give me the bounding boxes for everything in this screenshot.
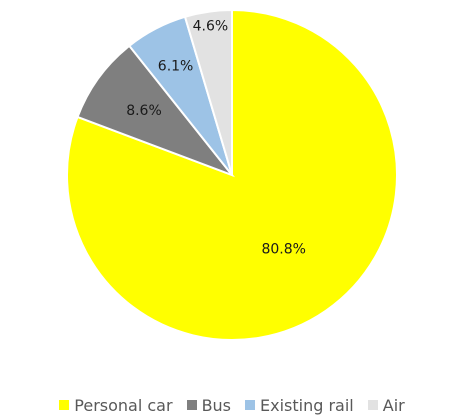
- legend-label-air: Air: [382, 395, 405, 415]
- data-label-existing-rail: 6.1%: [158, 59, 194, 75]
- data-label-personal-car: 80.8%: [261, 242, 305, 258]
- legend-label-bus: Bus: [201, 395, 232, 415]
- legend-swatch-existing-rail: [245, 400, 256, 410]
- data-label-bus: 8.6%: [126, 103, 162, 119]
- legend-item-personal-car: Personal car: [59, 395, 173, 415]
- legend-label-personal-car: Personal car: [74, 395, 173, 415]
- slice-labels: 80.8% 8.6% 6.1% 4.6%: [126, 18, 306, 257]
- legend-label-existing-rail: Existing rail: [260, 395, 354, 415]
- legend-swatch-personal-car: [59, 400, 70, 410]
- pie-slices: [66, 8, 398, 341]
- legend: Personal car Bus Existing rail Air: [0, 394, 464, 416]
- pie-slice-air: [183, 8, 233, 176]
- legend-item-bus: Bus: [186, 395, 232, 415]
- legend-swatch-bus: [186, 400, 197, 410]
- legend-item-air: Air: [367, 395, 405, 415]
- legend-item-existing-rail: Existing rail: [245, 396, 354, 415]
- legend-swatch-air: [367, 400, 378, 410]
- data-label-air: 4.6%: [193, 18, 229, 34]
- pie-slice-bus: [76, 44, 236, 178]
